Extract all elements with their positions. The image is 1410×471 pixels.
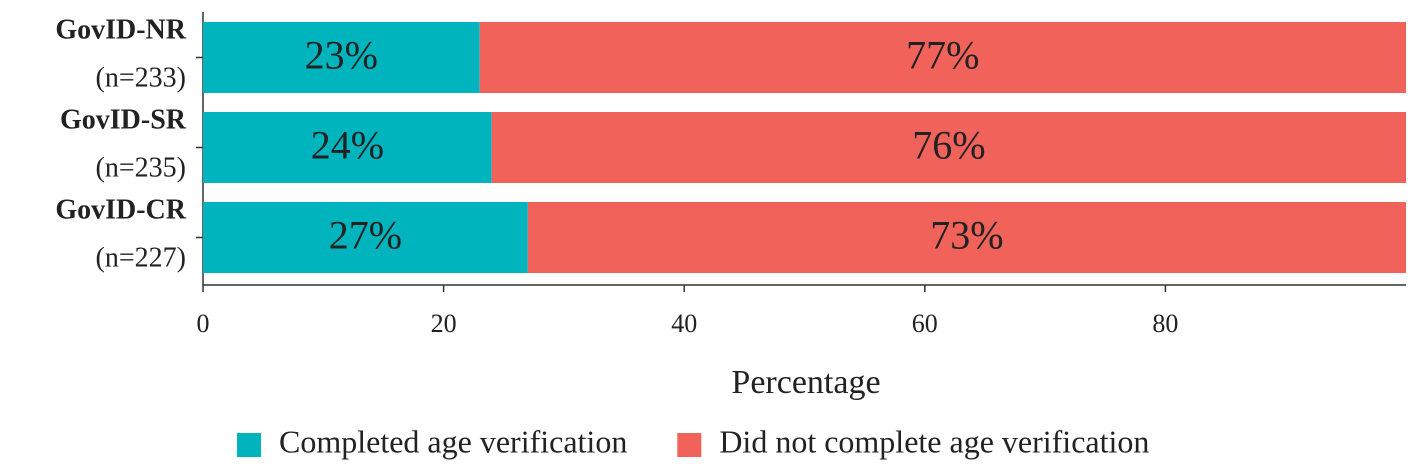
y-tick-note: (n=227) (96, 242, 186, 273)
bar-segment (203, 112, 492, 183)
x-tick-label: 80 (1152, 309, 1178, 338)
x-tick-label: 20 (431, 309, 457, 338)
bar-segment (527, 202, 1406, 273)
y-tick-note: (n=235) (96, 152, 186, 183)
data-label: 27% (329, 213, 402, 258)
y-tick-label: GovID-CR (55, 194, 186, 225)
y-tick-note: (n=233) (96, 62, 186, 93)
data-label: 24% (311, 123, 384, 168)
bar-segment (203, 22, 480, 93)
y-tick-label: GovID-SR (60, 104, 187, 135)
data-label: 77% (906, 33, 979, 78)
legend-label: Completed age verification (279, 423, 627, 459)
data-label: 23% (305, 33, 378, 78)
bar-segment (491, 112, 1407, 183)
x-tick-label: 0 (197, 309, 210, 338)
x-tick-label: 40 (671, 309, 697, 338)
y-tick-label: GovID-NR (55, 14, 186, 45)
data-label: 73% (930, 213, 1003, 258)
x-tick-label: 60 (912, 309, 938, 338)
legend-swatch (677, 433, 702, 457)
x-axis-label: Percentage (731, 364, 880, 401)
legend-swatch (237, 433, 261, 457)
bar-segment (479, 22, 1406, 93)
data-label: 76% (912, 123, 985, 168)
legend-label: Did not complete age verification (719, 423, 1149, 459)
bar-segment (203, 202, 528, 273)
